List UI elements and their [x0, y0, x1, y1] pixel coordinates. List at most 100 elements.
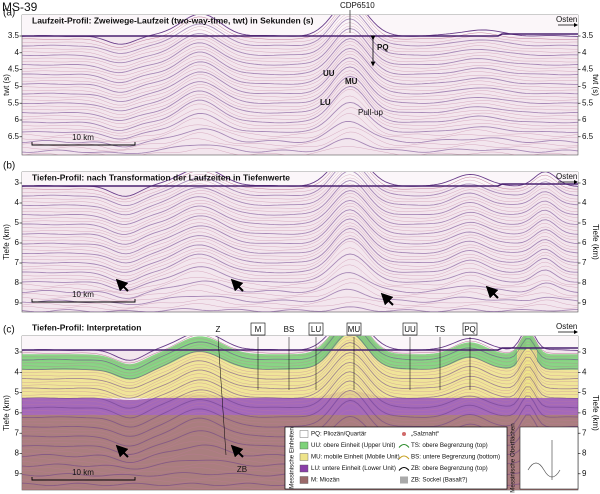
reflector: [22, 240, 578, 286]
scale-bar: [31, 477, 136, 481]
reflector: [22, 183, 578, 229]
tick-label: 9: [582, 469, 587, 478]
water-column: [22, 15, 578, 36]
reflector: [22, 361, 578, 409]
annotation: Pull-up: [358, 108, 383, 117]
reflector: [22, 218, 578, 264]
legend-label: LU: untere Einheit (Lower Unit): [311, 465, 396, 472]
reflector: [22, 354, 578, 402]
legend-box: [284, 426, 508, 490]
legend-symbol: [398, 455, 410, 460]
tick-label: 3: [582, 178, 587, 187]
annotation: MU: [345, 77, 358, 86]
annotation: PQ: [464, 325, 476, 334]
label-box: [308, 322, 324, 336]
seafloor: [22, 183, 578, 187]
reflector: [22, 364, 578, 412]
tick-label: 8: [15, 278, 20, 287]
seismic-image: [22, 15, 578, 155]
annotation: ZB: [237, 465, 247, 474]
reflector: [22, 231, 578, 277]
reflector: [22, 336, 578, 374]
reflector: [22, 222, 578, 267]
reflector: [22, 66, 578, 112]
reflector: [22, 177, 578, 223]
label-box: [402, 322, 418, 336]
panel-label: (a): [3, 8, 15, 19]
layer-uu: [22, 336, 578, 380]
tick-label: 6.5: [582, 132, 594, 141]
direction-label: Osten: [556, 172, 577, 181]
legend-symbol: [398, 467, 410, 471]
seafloor: [22, 33, 578, 37]
legend-label: PQ: Pliozän/Quartär: [311, 431, 366, 438]
reflector: [22, 85, 578, 132]
reflector: [22, 336, 578, 383]
tick-label: 4: [582, 198, 587, 207]
direction-label: Osten: [556, 322, 577, 331]
reflector: [22, 247, 578, 289]
reflector: [22, 367, 578, 415]
tick-label: 5: [15, 82, 20, 91]
legend-label: „Salznaht“: [411, 431, 439, 438]
legend-label: UU: obere Einheit (Upper Unit): [311, 442, 395, 449]
legend-label: M: Miozän: [311, 477, 340, 484]
reflector: [22, 38, 578, 84]
reflector: [22, 40, 578, 86]
direction-label: Osten: [556, 15, 577, 24]
tick-label: 4: [15, 198, 20, 207]
reflector: [22, 31, 578, 76]
tick-label: 7: [582, 258, 587, 267]
tick-label: 6: [582, 115, 587, 124]
reflector: [22, 15, 578, 48]
reflector: [22, 258, 578, 293]
tick-label: 5: [582, 218, 587, 227]
reflector: [22, 282, 578, 302]
reflector: [22, 88, 578, 134]
reflector: [22, 358, 578, 406]
reflector: [22, 377, 578, 424]
arrow: [380, 292, 394, 306]
reflector: [22, 172, 578, 207]
reflector: [22, 296, 578, 309]
tick-label: 6: [15, 408, 20, 417]
tick-label: 3: [582, 347, 587, 356]
tick-label: 5: [582, 388, 587, 397]
scale-label: 10 km: [72, 468, 94, 477]
axis-title: twt (s): [591, 74, 600, 96]
panel-title: Laufzeit-Profil: Zweiwege-Laufzeit (two-…: [32, 15, 314, 25]
reflector: [22, 199, 578, 245]
tick-label: 4.5: [582, 65, 594, 74]
reflector: [22, 15, 578, 51]
annotation: UU: [323, 69, 335, 78]
reflector: [22, 70, 578, 115]
reflector: [22, 192, 578, 238]
tick-label: 6: [582, 408, 587, 417]
tick-label: 5: [15, 218, 20, 227]
reflector: [22, 202, 578, 248]
reflector: [22, 352, 578, 399]
water-column: [22, 336, 578, 350]
reflector: [22, 138, 578, 155]
reflector: [22, 336, 578, 380]
tick-label: 4.5: [8, 65, 20, 74]
tick-label: 3.5: [8, 31, 20, 40]
tick-label: 5: [15, 388, 20, 397]
annotation: MU: [348, 325, 361, 334]
tick-label: 6: [15, 238, 20, 247]
reflector: [22, 174, 578, 219]
reflector: [22, 301, 578, 311]
reflector: [22, 22, 578, 67]
layer-uu: [22, 336, 578, 377]
reflector: [22, 146, 573, 155]
reflector: [22, 113, 578, 143]
reflector: [22, 339, 578, 386]
tick-label: 7: [15, 428, 20, 437]
annotation: M: [255, 325, 262, 334]
reflector: [22, 336, 578, 376]
reflector: [22, 25, 578, 71]
annotation: LU: [311, 325, 321, 334]
tick-label: 9: [15, 469, 20, 478]
annotation-line: [217, 336, 227, 456]
